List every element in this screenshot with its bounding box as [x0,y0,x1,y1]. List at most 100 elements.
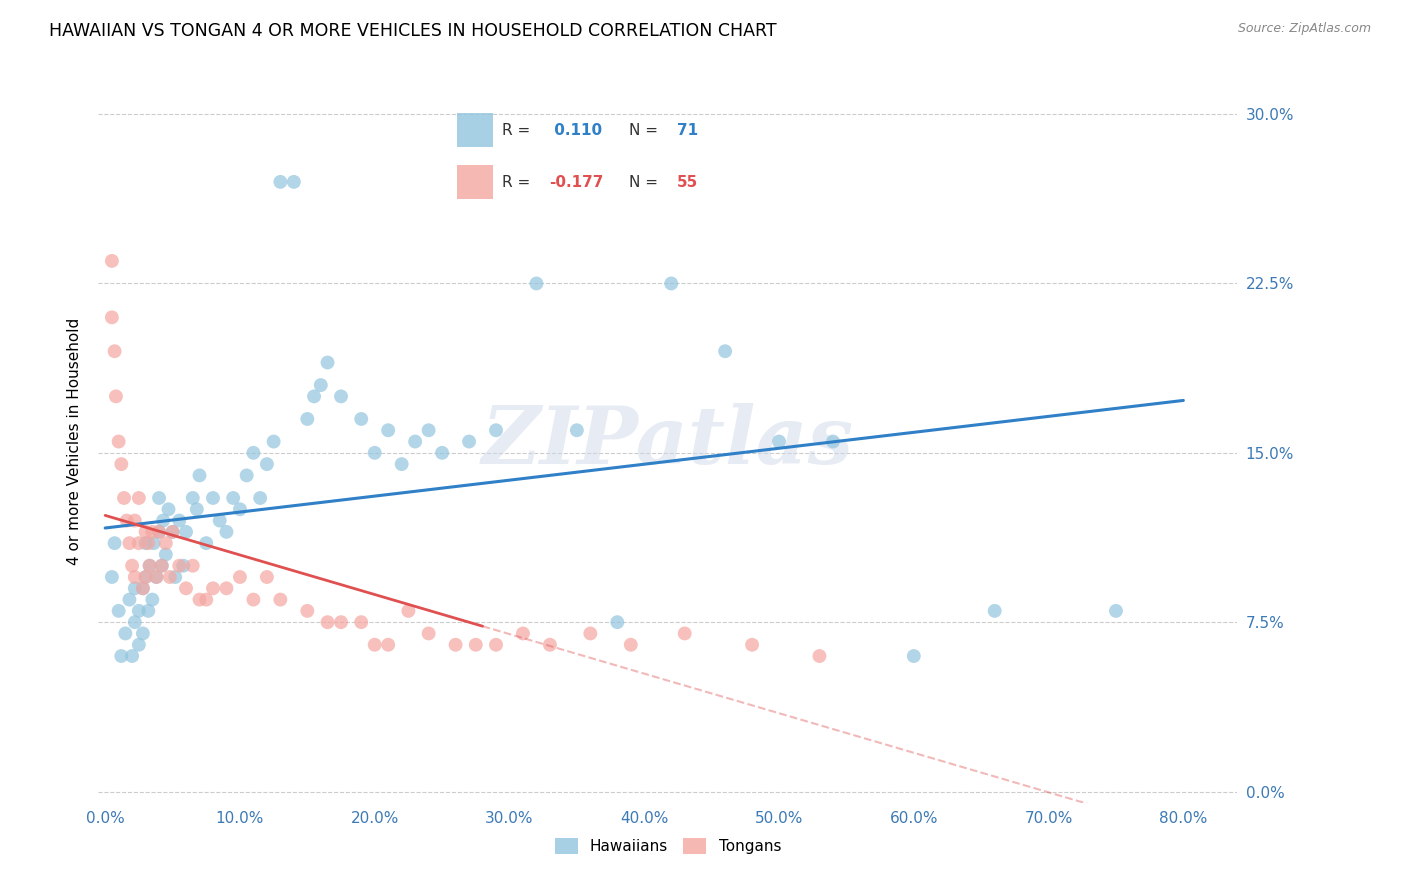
Point [148,524,170,539]
Point [821,434,844,449]
Point [458,434,481,449]
Point [142,536,165,550]
Point [242,446,264,460]
Point [132,582,155,596]
Point [145,570,167,584]
Point [128,536,150,550]
Point [104,344,127,359]
Point [249,491,271,505]
Point [101,253,124,268]
Point [229,502,252,516]
Point [620,638,643,652]
Point [229,570,252,584]
Point [396,604,419,618]
Point [148,491,170,505]
Point [136,604,159,618]
Point [155,536,177,550]
Point [316,615,339,630]
Point [162,524,184,539]
Point [132,582,155,596]
Text: Source: ZipAtlas.com: Source: ZipAtlas.com [1237,22,1371,36]
Point [418,423,440,437]
Point [150,558,173,573]
Point [110,457,132,471]
Point [112,491,135,505]
Point [526,277,548,291]
Point [128,491,150,505]
Point [330,389,353,403]
Point [155,548,177,562]
Point [350,615,373,630]
Point [195,592,218,607]
Point [174,582,197,596]
Point [330,615,353,630]
Point [101,570,124,584]
Point [235,468,257,483]
Point [215,582,238,596]
Point [118,536,141,550]
Point [283,175,305,189]
Point [150,558,173,573]
Point [256,570,278,584]
Point [404,434,426,449]
Point [983,604,1005,618]
Point [159,570,181,584]
Point [138,558,160,573]
Point [107,604,129,618]
Point [903,648,925,663]
Point [135,524,157,539]
Point [195,536,218,550]
Point [188,592,211,607]
Text: ZIPatlas: ZIPatlas [482,403,853,480]
Point [808,648,831,663]
Point [128,604,150,618]
Point [132,626,155,640]
Point [464,638,486,652]
Point [741,638,763,652]
Point [215,524,238,539]
Point [377,638,399,652]
Point [128,638,150,652]
Point [309,378,332,392]
Point [114,626,136,640]
Point [316,355,339,369]
Point [136,536,159,550]
Point [124,615,146,630]
Point [169,558,191,573]
Point [673,626,696,640]
Point [538,638,561,652]
Point [162,524,184,539]
Point [297,412,319,426]
Point [579,626,602,640]
Point [269,592,291,607]
Point [169,514,191,528]
Point [350,412,373,426]
Point [118,592,141,607]
Point [115,514,138,528]
Point [157,502,180,516]
Point [124,582,146,596]
Point [135,536,157,550]
Point [186,502,208,516]
Point [188,468,211,483]
Point [181,491,204,505]
Point [110,648,132,663]
Point [444,638,467,652]
Point [1105,604,1128,618]
Point [364,446,387,460]
Point [714,344,737,359]
Y-axis label: 4 or more Vehicles in Household: 4 or more Vehicles in Household [67,318,83,566]
Point [172,558,194,573]
Point [138,558,160,573]
Point [165,570,187,584]
Point [104,389,127,403]
Point [148,524,170,539]
Point [141,524,163,539]
Point [485,638,508,652]
Point [124,514,146,528]
Point [269,175,291,189]
Point [121,558,143,573]
Point [659,277,682,291]
Point [152,514,174,528]
Point [485,423,508,437]
